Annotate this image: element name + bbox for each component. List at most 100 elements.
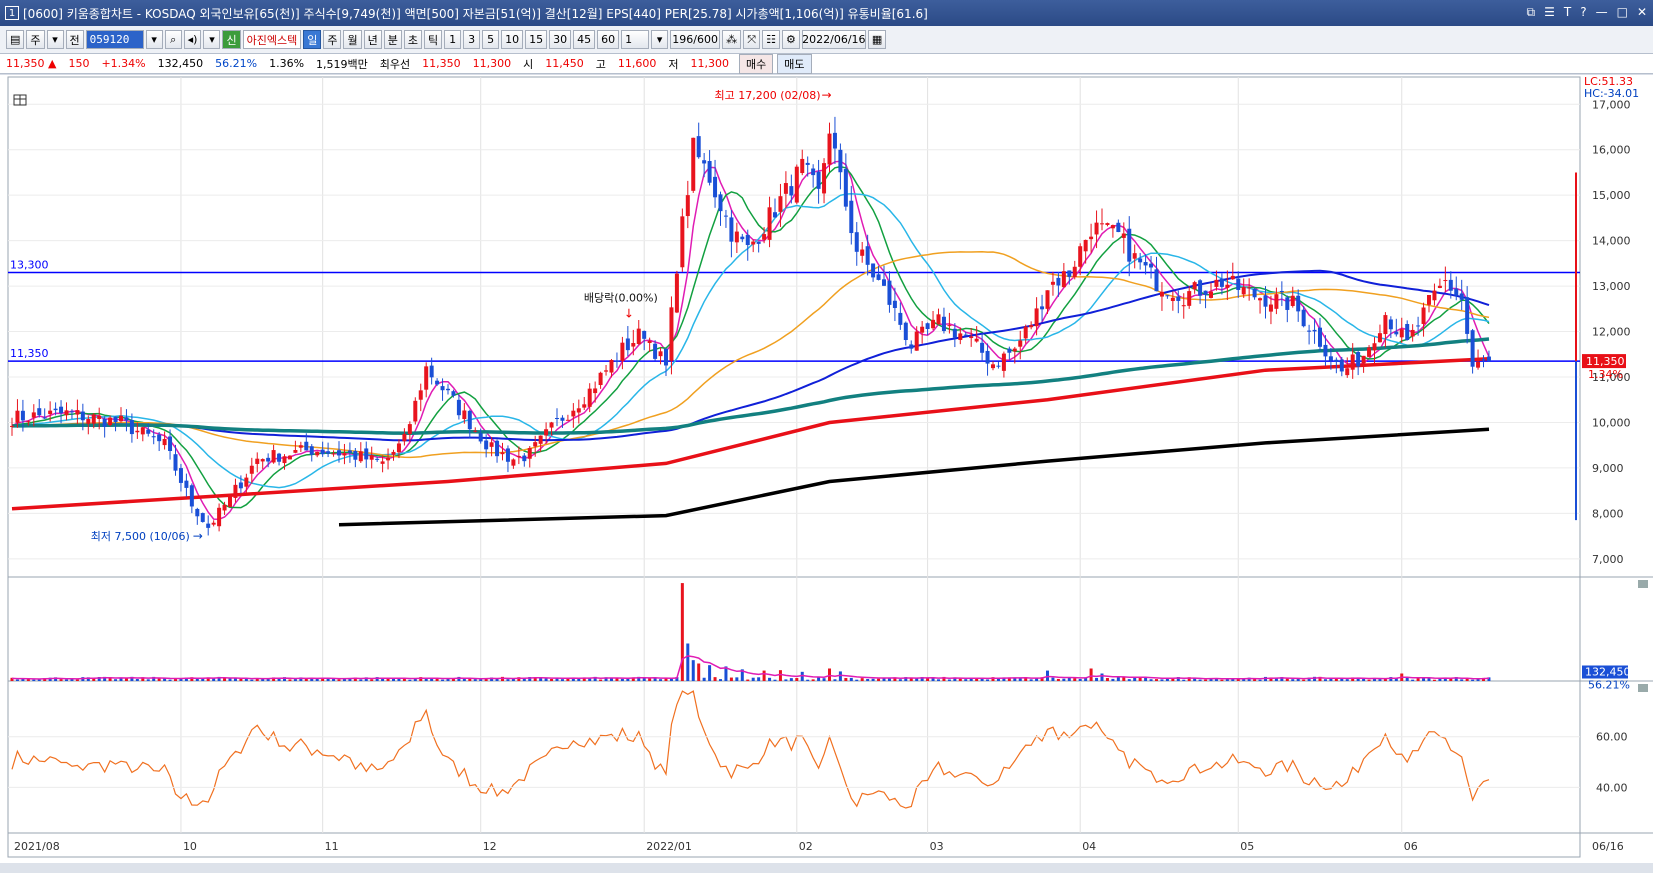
gear-icon[interactable]: ⚙ — [781, 30, 800, 49]
volume-bar — [1149, 679, 1153, 681]
candle-body — [952, 328, 957, 338]
volume-bar — [1051, 677, 1055, 681]
candle-body — [1241, 287, 1246, 295]
candle-body — [1377, 333, 1382, 343]
chart-icon[interactable]: ▤ — [6, 30, 25, 49]
candle-body — [495, 440, 500, 457]
candle-body — [767, 207, 772, 240]
period-minute[interactable]: 분 — [383, 30, 402, 49]
volume-bar — [882, 678, 886, 681]
candle-body — [680, 216, 685, 268]
volume-bar — [844, 678, 848, 681]
chevron-down-icon[interactable]: ▾ — [46, 30, 64, 49]
chevron-down-icon[interactable]: ▾ — [651, 30, 669, 49]
turnover: 1.36% — [269, 57, 305, 70]
chart-toolbar: ▤ 주 ▾ 전 059120 ▾ ⌕ ◂) ▾ 신 아진엑스텍 일 주 월 년 … — [0, 26, 1653, 54]
volume-bar — [163, 678, 167, 681]
candle-body — [636, 328, 641, 345]
candle-body — [456, 399, 461, 416]
candle-body — [653, 343, 658, 359]
volume-bar — [986, 679, 990, 681]
volume-bar — [653, 677, 657, 681]
candle-body — [369, 455, 374, 460]
count-field[interactable]: 196/600 — [670, 30, 721, 49]
candle-body — [484, 440, 489, 450]
candle-body — [876, 274, 881, 280]
restore-icon[interactable]: ⧉ — [1526, 5, 1536, 19]
help-icon[interactable]: ? — [1580, 5, 1587, 19]
interval-60[interactable]: 60 — [597, 30, 620, 49]
candle-body — [1214, 279, 1219, 287]
candle-body — [195, 508, 200, 517]
draw-tool-icon[interactable]: ⤧ — [743, 30, 761, 49]
candle-body — [1356, 352, 1361, 367]
volume-bar — [184, 677, 188, 681]
volume-bar — [1345, 679, 1349, 681]
sell-button[interactable]: 매도 — [777, 53, 812, 74]
volume-bar — [48, 677, 52, 681]
interval-10[interactable]: 10 — [501, 30, 524, 49]
interval-input[interactable]: 1 — [621, 30, 650, 49]
volume-bar — [522, 677, 526, 681]
calendar-icon[interactable]: ▦ — [867, 30, 887, 49]
period-year[interactable]: 년 — [363, 30, 382, 49]
price-tick-label: 15,000 — [1592, 189, 1631, 202]
volume-bar — [1351, 677, 1355, 681]
candle-body — [1339, 359, 1344, 372]
prev-button[interactable]: 전 — [65, 30, 84, 49]
x-axis-label: 2022/01 — [646, 840, 692, 853]
maximize-icon[interactable]: □ — [1616, 5, 1628, 19]
period-day[interactable]: 일 — [303, 30, 322, 49]
text-icon[interactable]: T — [1563, 5, 1572, 19]
period-tick[interactable]: 틱 — [423, 30, 443, 49]
candle-settings-icon[interactable]: ⁂ — [722, 30, 742, 49]
price-tick-label: 17,000 — [1592, 98, 1631, 111]
buy-button[interactable]: 매수 — [739, 53, 774, 74]
volume-bar — [1334, 678, 1338, 681]
period-week[interactable]: 주 — [323, 30, 342, 49]
period-second[interactable]: 초 — [403, 30, 422, 49]
candle-body — [533, 442, 538, 447]
interval-1[interactable]: 1 — [444, 30, 462, 49]
volume-bar — [479, 679, 483, 681]
interval-30[interactable]: 30 — [549, 30, 572, 49]
close-icon[interactable]: ✕ — [1636, 5, 1647, 19]
volume-bar — [441, 679, 445, 681]
volume-ratio: 56.21% — [215, 57, 258, 70]
link-icon[interactable]: ☰ — [1544, 5, 1555, 19]
dropdown-icon[interactable]: ▾ — [145, 30, 163, 49]
scroll-bar[interactable] — [0, 863, 1653, 873]
interval-45[interactable]: 45 — [573, 30, 596, 49]
volume-bar — [958, 678, 962, 681]
stock-code-input[interactable]: 059120 — [85, 30, 144, 49]
candle-body — [838, 149, 843, 173]
speaker-icon[interactable]: ◂) — [183, 30, 202, 49]
interval-5[interactable]: 5 — [482, 30, 500, 49]
interval-15[interactable]: 15 — [525, 30, 548, 49]
volume-bar — [342, 678, 346, 681]
search-icon[interactable]: ⌕ — [164, 30, 182, 49]
candle-body — [511, 459, 516, 466]
interval-3[interactable]: 3 — [463, 30, 481, 49]
list-icon[interactable]: ☷ — [762, 30, 780, 49]
pane-resize-icon[interactable] — [1638, 580, 1648, 588]
minimize-icon[interactable]: — — [1595, 5, 1608, 19]
volume-bar — [1220, 679, 1224, 681]
market-select[interactable]: 주 — [26, 30, 45, 49]
pane-resize-icon[interactable] — [1638, 684, 1648, 692]
volume-bar — [1471, 679, 1475, 681]
volume-bar — [59, 679, 63, 681]
volume-bar — [103, 676, 107, 681]
period-month[interactable]: 월 — [343, 30, 362, 49]
volume-bar — [866, 678, 870, 681]
date-field[interactable]: 2022/06/16 — [801, 30, 866, 49]
candle-body — [1067, 270, 1072, 277]
chevron-down-icon[interactable]: ▾ — [203, 30, 221, 49]
volume-bar — [659, 679, 663, 681]
volume-bar — [1460, 679, 1464, 681]
volume-bar — [457, 676, 461, 681]
volume-bar — [310, 678, 314, 681]
window-number: 1 — [5, 6, 19, 20]
